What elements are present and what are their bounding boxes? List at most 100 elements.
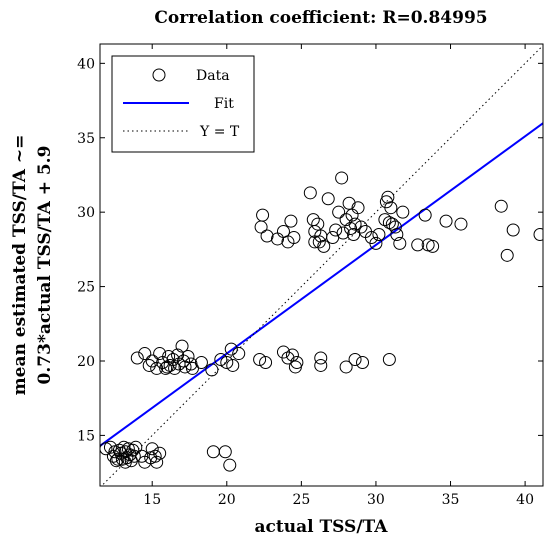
data-point bbox=[160, 360, 174, 374]
x-tick-label: 15 bbox=[143, 492, 161, 508]
legend-label-fit: Fit bbox=[214, 96, 234, 112]
x-tick-label: 20 bbox=[218, 492, 236, 508]
data-point bbox=[178, 360, 192, 374]
data-point bbox=[103, 440, 117, 454]
data-point bbox=[142, 358, 156, 372]
data-point bbox=[153, 446, 167, 460]
data-point bbox=[214, 353, 228, 367]
data-point bbox=[153, 347, 167, 361]
data-point bbox=[335, 171, 349, 185]
legend-data-marker bbox=[152, 68, 166, 82]
x-tick-label: 40 bbox=[516, 492, 534, 508]
data-point bbox=[314, 358, 328, 372]
chart-title: Correlation coefficient: R=0.84995 bbox=[154, 8, 487, 28]
data-point bbox=[382, 353, 396, 367]
data-point bbox=[314, 351, 328, 365]
x-tick-label: 30 bbox=[367, 492, 385, 508]
y-axis-label-line-2: 0.73*actual TSS/TA + 5.9 bbox=[35, 146, 55, 385]
y-tick-label: 15 bbox=[77, 428, 95, 444]
data-point bbox=[281, 351, 295, 365]
data-point bbox=[290, 355, 304, 369]
legend-label-data: Data bbox=[196, 68, 230, 84]
data-point bbox=[224, 342, 238, 356]
data-point bbox=[253, 353, 267, 367]
identity-line bbox=[100, 45, 543, 486]
data-point bbox=[287, 230, 301, 244]
data-point bbox=[159, 361, 173, 375]
data-point bbox=[150, 455, 164, 469]
x-tick-label: 25 bbox=[292, 492, 310, 508]
data-point bbox=[232, 347, 246, 361]
data-point bbox=[285, 348, 299, 362]
data-point bbox=[220, 355, 234, 369]
data-point bbox=[223, 458, 237, 472]
y-tick-label: 30 bbox=[77, 205, 95, 221]
data-point bbox=[129, 440, 143, 454]
data-point bbox=[254, 220, 268, 234]
data-point bbox=[163, 358, 177, 372]
data-point bbox=[439, 214, 453, 228]
data-point bbox=[342, 196, 356, 210]
data-point bbox=[378, 213, 392, 227]
data-point bbox=[127, 449, 141, 463]
data-point bbox=[226, 358, 240, 372]
data-point bbox=[384, 201, 398, 215]
data-point bbox=[348, 217, 362, 231]
data-point bbox=[348, 353, 362, 367]
data-point bbox=[332, 205, 346, 219]
plot-frame bbox=[99, 43, 544, 487]
data-point bbox=[533, 227, 543, 241]
y-axis-label-line-1: mean estimated TSS/TA ~= bbox=[10, 135, 30, 396]
x-axis-label: actual TSS/TA bbox=[255, 517, 389, 537]
y-tick-label: 25 bbox=[77, 280, 95, 296]
data-point bbox=[145, 354, 159, 368]
data-point bbox=[356, 355, 370, 369]
data-point bbox=[354, 220, 368, 234]
data-point bbox=[336, 226, 350, 240]
data-point bbox=[259, 355, 273, 369]
axis-ticks: 15 20 25 30 35 40 15 20 25 30 35 40 bbox=[77, 44, 543, 508]
data-point bbox=[388, 220, 402, 234]
y-tick-label: 35 bbox=[77, 131, 95, 147]
data-point bbox=[126, 443, 140, 457]
data-point bbox=[194, 355, 208, 369]
data-point bbox=[256, 208, 270, 222]
data-point bbox=[303, 186, 317, 200]
data-point bbox=[135, 449, 149, 463]
data-point bbox=[351, 201, 365, 215]
data-point bbox=[206, 445, 220, 459]
data-point bbox=[393, 236, 407, 250]
data-point bbox=[284, 214, 298, 228]
data-point bbox=[317, 239, 331, 253]
data-point bbox=[321, 192, 335, 206]
data-point bbox=[454, 217, 468, 231]
data-point bbox=[118, 455, 132, 469]
data-point bbox=[396, 205, 410, 219]
y-tick-label: 20 bbox=[77, 354, 95, 370]
data-point bbox=[111, 452, 125, 466]
data-point bbox=[411, 238, 425, 252]
data-point bbox=[311, 217, 325, 231]
data-point bbox=[168, 361, 182, 375]
data-point bbox=[369, 236, 383, 250]
data-point bbox=[390, 227, 404, 241]
data-point bbox=[175, 339, 189, 353]
data-point bbox=[218, 445, 232, 459]
y-tick-label: 40 bbox=[77, 56, 95, 72]
legend: Data Fit Y = T bbox=[111, 55, 255, 153]
data-point bbox=[308, 235, 322, 249]
data-point bbox=[177, 354, 191, 368]
data-point bbox=[426, 239, 440, 253]
data-point bbox=[130, 351, 144, 365]
data-point bbox=[418, 208, 432, 222]
data-point bbox=[381, 190, 395, 204]
data-point bbox=[181, 350, 195, 364]
data-point bbox=[162, 350, 176, 364]
x-tick-label: 35 bbox=[442, 492, 460, 508]
data-point bbox=[506, 223, 520, 237]
data-point bbox=[205, 363, 219, 377]
data-point bbox=[494, 199, 508, 213]
plot-marks bbox=[100, 45, 543, 486]
data-point bbox=[145, 442, 159, 456]
